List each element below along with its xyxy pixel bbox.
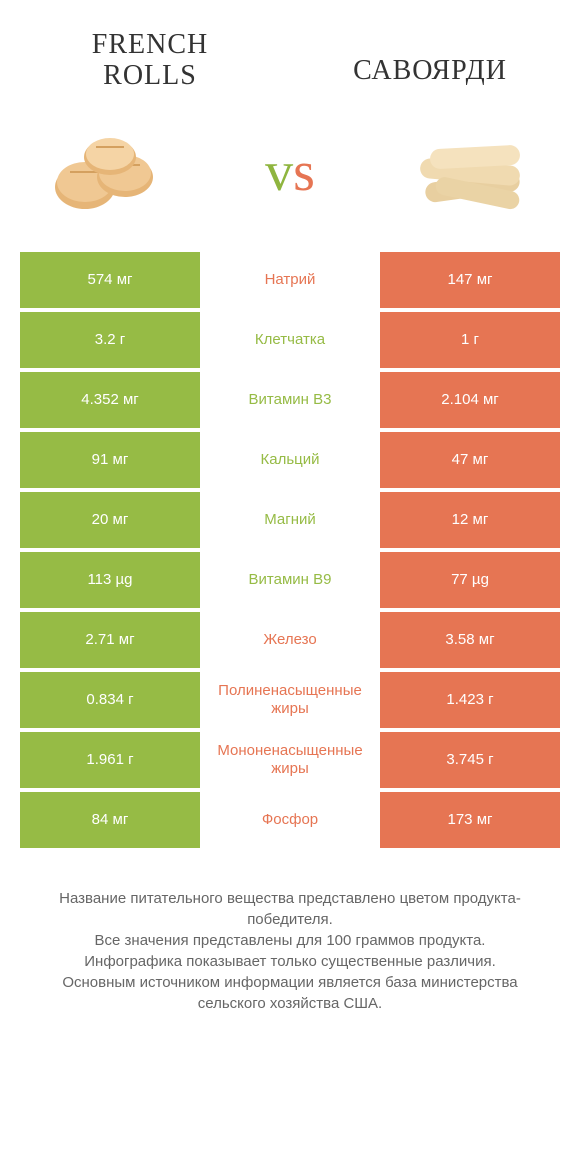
vs-s: s — [293, 141, 315, 203]
table-row: 113 µg Витамин B9 77 µg — [20, 552, 560, 608]
footer-line: Основным источником информации является … — [30, 972, 550, 1014]
left-value: 91 мг — [20, 432, 200, 488]
nutrient-label: Магний — [200, 492, 380, 548]
nutrition-table: 574 мг Натрий 147 мг 3.2 г Клетчатка 1 г… — [20, 252, 560, 848]
right-value: 3.745 г — [380, 732, 560, 788]
footer-line: Название питательного вещества представл… — [30, 888, 550, 930]
right-value: 47 мг — [380, 432, 560, 488]
table-row: 4.352 мг Витамин B3 2.104 мг — [20, 372, 560, 428]
footer-line: Все значения представлены для 100 граммо… — [30, 930, 550, 951]
french-rolls-icon — [40, 122, 180, 222]
left-value: 3.2 г — [20, 312, 200, 368]
left-value: 1.961 г — [20, 732, 200, 788]
vs-label: vs — [265, 140, 315, 204]
images-row: vs — [0, 102, 580, 252]
left-value: 20 мг — [20, 492, 200, 548]
right-value: 147 мг — [380, 252, 560, 308]
vs-v: v — [265, 141, 293, 203]
right-value: 77 µg — [380, 552, 560, 608]
table-row: 2.71 мг Железо 3.58 мг — [20, 612, 560, 668]
table-row: 20 мг Магний 12 мг — [20, 492, 560, 548]
left-value: 2.71 мг — [20, 612, 200, 668]
left-value: 113 µg — [20, 552, 200, 608]
right-value: 12 мг — [380, 492, 560, 548]
nutrient-label: Витамин B9 — [200, 552, 380, 608]
nutrient-label: Мононенасыщенные жиры — [200, 732, 380, 788]
footer-notes: Название питательного вещества представл… — [0, 888, 580, 1014]
nutrient-label: Полиненасыщенные жиры — [200, 672, 380, 728]
savoiardi-icon — [400, 122, 540, 222]
right-value: 1.423 г — [380, 672, 560, 728]
footer-line: Инфографика показывает только существенн… — [30, 951, 550, 972]
table-row: 1.961 г Мононенасыщенные жиры 3.745 г — [20, 732, 560, 788]
nutrient-label: Кальций — [200, 432, 380, 488]
right-value: 173 мг — [380, 792, 560, 848]
table-row: 574 мг Натрий 147 мг — [20, 252, 560, 308]
left-value: 4.352 мг — [20, 372, 200, 428]
nutrient-label: Витамин B3 — [200, 372, 380, 428]
left-value: 84 мг — [20, 792, 200, 848]
left-value: 0.834 г — [20, 672, 200, 728]
nutrient-label: Железо — [200, 612, 380, 668]
nutrient-label: Натрий — [200, 252, 380, 308]
table-row: 84 мг Фосфор 173 мг — [20, 792, 560, 848]
product-left-title: French rolls — [50, 30, 250, 92]
right-value: 2.104 мг — [380, 372, 560, 428]
nutrient-label: Клетчатка — [200, 312, 380, 368]
table-row: 91 мг Кальций 47 мг — [20, 432, 560, 488]
right-value: 1 г — [380, 312, 560, 368]
table-row: 3.2 г Клетчатка 1 г — [20, 312, 560, 368]
right-value: 3.58 мг — [380, 612, 560, 668]
left-value: 574 мг — [20, 252, 200, 308]
nutrient-label: Фосфор — [200, 792, 380, 848]
header: French rolls Савоярди — [0, 0, 580, 102]
table-row: 0.834 г Полиненасыщенные жиры 1.423 г — [20, 672, 560, 728]
product-right-title: Савоярди — [330, 30, 530, 87]
